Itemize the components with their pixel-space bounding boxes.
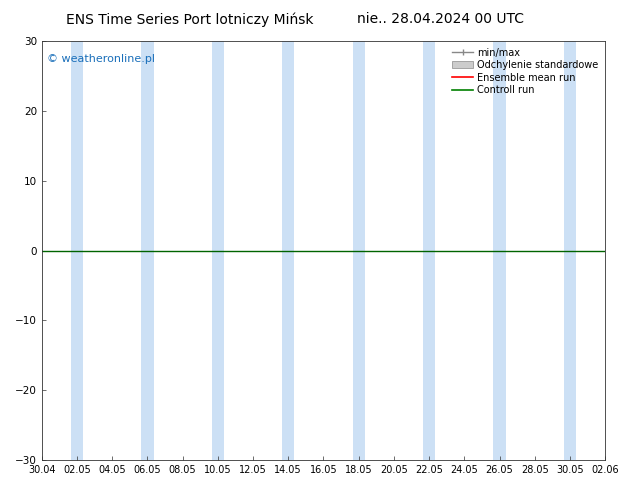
Bar xyxy=(353,41,365,460)
Bar xyxy=(71,41,83,460)
Legend: min/max, Odchylenie standardowe, Ensemble mean run, Controll run: min/max, Odchylenie standardowe, Ensembl… xyxy=(450,46,600,97)
Bar xyxy=(564,41,576,460)
Text: © weatheronline.pl: © weatheronline.pl xyxy=(48,53,155,64)
Bar xyxy=(212,41,224,460)
Text: ENS Time Series Port lotniczy Mińsk: ENS Time Series Port lotniczy Mińsk xyxy=(67,12,314,27)
Bar xyxy=(493,41,506,460)
Bar xyxy=(282,41,294,460)
Text: nie.. 28.04.2024 00 UTC: nie.. 28.04.2024 00 UTC xyxy=(357,12,524,26)
Bar xyxy=(423,41,436,460)
Bar xyxy=(141,41,153,460)
